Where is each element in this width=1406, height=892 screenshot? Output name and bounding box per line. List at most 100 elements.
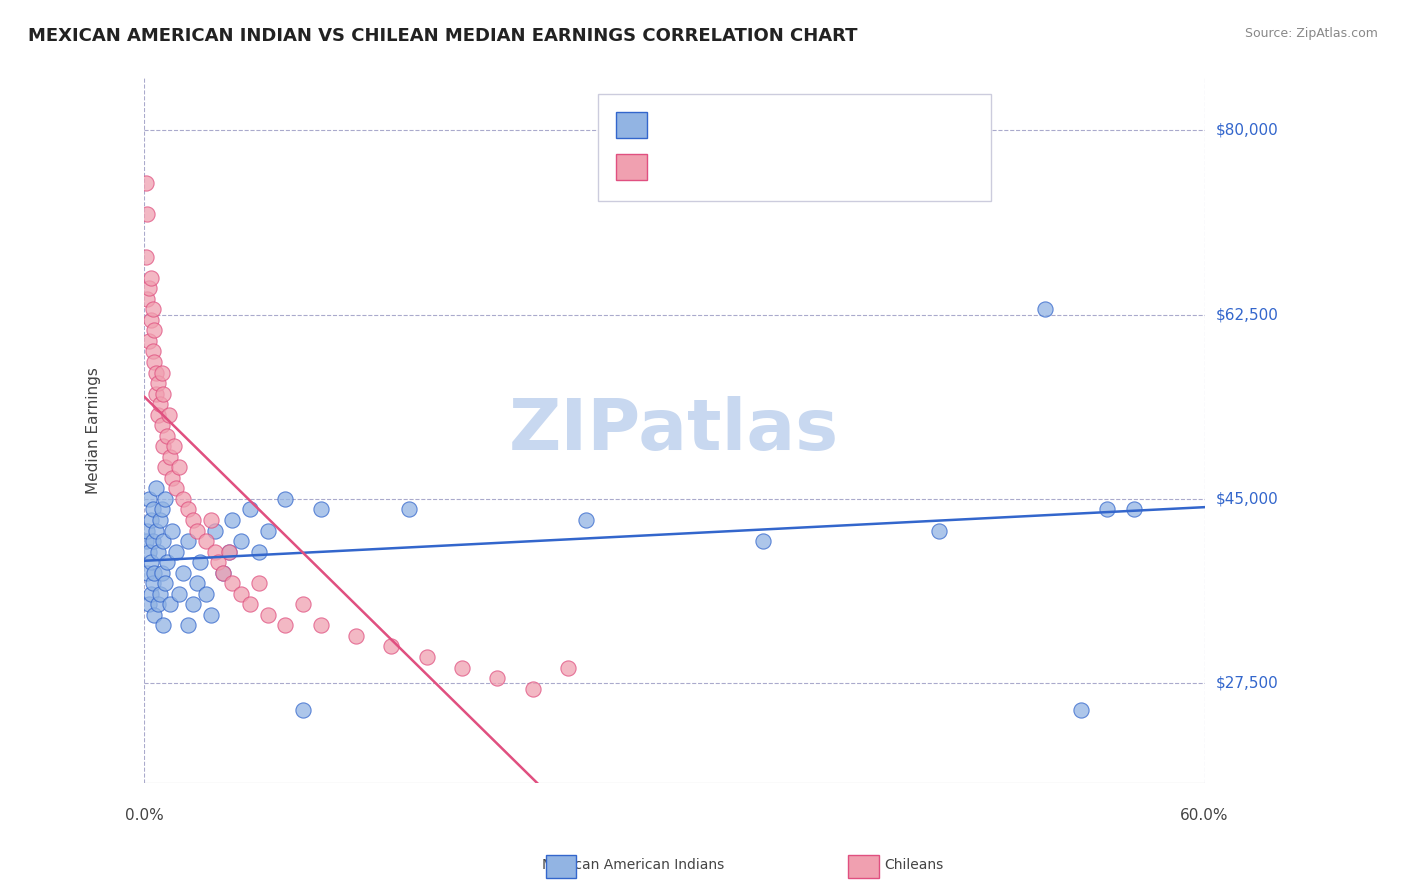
Point (194, 587, 217, 601)
Point (139, 513, 162, 527)
Point (159, 598, 181, 612)
Point (135, 250, 157, 264)
Point (186, 524, 208, 538)
Point (159, 450, 181, 464)
Point (146, 598, 169, 612)
Point (139, 555, 162, 569)
Point (145, 482, 167, 496)
Text: R =  0.026   N = 58: R = 0.026 N = 58 (633, 118, 782, 132)
Text: R = -0.406   N = 54: R = -0.406 N = 54 (633, 160, 783, 174)
Point (142, 534, 165, 549)
Point (136, 524, 159, 538)
Text: 60.0%: 60.0% (1180, 808, 1229, 823)
Point (309, 502, 332, 516)
Point (486, 671, 509, 685)
Point (309, 618, 332, 632)
Point (274, 618, 297, 632)
Point (150, 566, 173, 580)
Text: Source: ZipAtlas.com: Source: ZipAtlas.com (1244, 27, 1378, 40)
Point (142, 302, 165, 317)
Point (200, 607, 222, 622)
Point (138, 334, 160, 348)
Point (156, 555, 179, 569)
Point (229, 534, 252, 549)
Point (157, 408, 180, 422)
Point (138, 598, 160, 612)
Text: MEXICAN AMERICAN INDIAN VS CHILEAN MEDIAN EARNINGS CORRELATION CHART: MEXICAN AMERICAN INDIAN VS CHILEAN MEDIA… (28, 27, 858, 45)
Point (183, 513, 205, 527)
Point (143, 323, 166, 337)
Point (256, 607, 278, 622)
Point (229, 587, 252, 601)
Point (190, 555, 212, 569)
Point (146, 408, 169, 422)
Point (145, 524, 167, 538)
Text: $62,500: $62,500 (1216, 307, 1278, 322)
Point (160, 524, 183, 538)
Point (146, 544, 169, 558)
Point (145, 386, 167, 401)
Text: Chileans: Chileans (884, 858, 943, 872)
Point (1070, 703, 1092, 717)
Text: $27,500: $27,500 (1216, 676, 1278, 691)
Point (1122, 502, 1144, 516)
Point (207, 555, 229, 569)
Point (152, 534, 174, 549)
Point (1035, 302, 1057, 317)
Point (165, 482, 187, 496)
Point (143, 355, 166, 369)
Point (138, 491, 160, 506)
Point (136, 207, 159, 221)
Point (212, 566, 235, 580)
Point (152, 439, 174, 453)
Point (153, 576, 176, 591)
Point (150, 418, 173, 433)
Point (136, 292, 159, 306)
Point (142, 344, 165, 359)
Point (149, 513, 172, 527)
Point (150, 366, 173, 380)
Point (575, 513, 598, 527)
Point (152, 386, 174, 401)
Point (135, 176, 157, 190)
Point (138, 281, 160, 295)
Point (204, 524, 226, 538)
Point (136, 566, 159, 580)
Point (167, 587, 190, 601)
Point (200, 513, 222, 527)
Point (186, 576, 208, 591)
Point (416, 650, 439, 665)
Point (153, 460, 176, 475)
Point (153, 491, 176, 506)
Point (291, 598, 314, 612)
Point (928, 524, 950, 538)
Text: Mexican American Indians: Mexican American Indians (541, 858, 724, 872)
Point (177, 502, 200, 516)
Point (142, 576, 165, 591)
Point (204, 544, 226, 558)
Point (146, 376, 169, 390)
Point (160, 471, 183, 485)
Point (172, 566, 194, 580)
Point (212, 566, 235, 580)
Point (139, 587, 162, 601)
Point (139, 313, 162, 327)
Point (183, 598, 205, 612)
Point (177, 618, 200, 632)
Point (557, 660, 579, 674)
Point (522, 681, 544, 696)
Text: $45,000: $45,000 (1216, 491, 1278, 507)
Point (1097, 502, 1119, 516)
Point (143, 566, 166, 580)
Point (150, 502, 173, 516)
Text: 0.0%: 0.0% (125, 808, 163, 823)
Point (152, 618, 174, 632)
Point (142, 502, 165, 516)
Point (751, 534, 773, 549)
Point (221, 513, 243, 527)
Text: Median Earnings: Median Earnings (86, 367, 101, 494)
Point (451, 660, 474, 674)
Point (149, 587, 172, 601)
Point (344, 629, 367, 643)
Text: ZIPatlas: ZIPatlas (509, 396, 839, 465)
